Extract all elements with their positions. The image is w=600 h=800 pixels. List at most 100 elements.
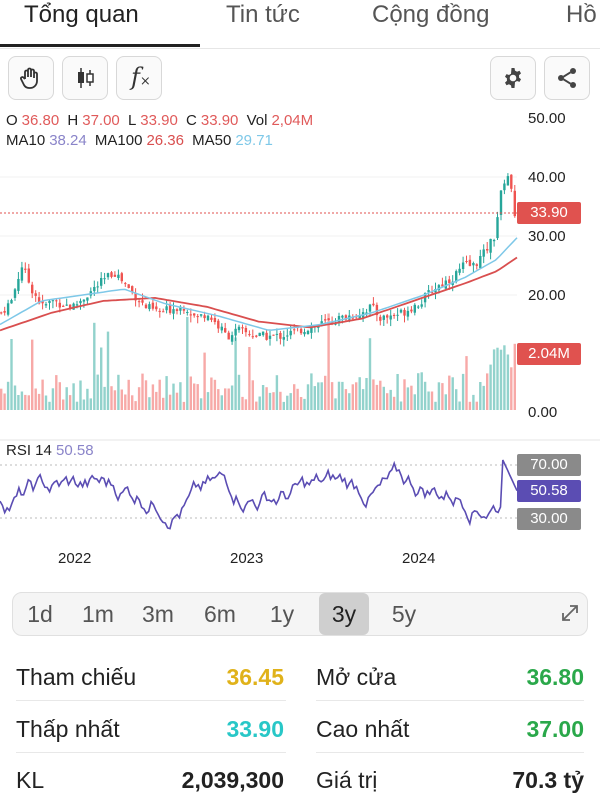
volume-bar xyxy=(348,393,351,410)
candle-body xyxy=(144,304,148,308)
ma100-label: MA100 xyxy=(94,132,143,149)
close-label: C xyxy=(186,112,197,129)
chart-type-button[interactable] xyxy=(62,56,108,100)
lowest-value: 33.90 xyxy=(226,716,284,742)
volume-value: 2,04M xyxy=(271,112,314,129)
divider xyxy=(16,700,286,701)
volume-bar xyxy=(506,354,510,410)
volume-bar xyxy=(444,394,447,410)
settings-button[interactable] xyxy=(490,56,536,100)
tab-news[interactable]: Tin tức xyxy=(226,1,300,28)
candle-body xyxy=(148,304,151,310)
high-value: 37.00 xyxy=(82,112,120,129)
indicators-button[interactable]: f× xyxy=(116,56,162,100)
tab-overview[interactable]: Tổng quan xyxy=(24,1,139,28)
candle-body xyxy=(299,328,303,334)
volume-bar xyxy=(382,386,385,410)
candle-body xyxy=(330,322,334,324)
yaxis-30: 30.00 xyxy=(528,228,566,245)
volume-bar xyxy=(479,382,482,410)
volume-bar xyxy=(165,376,168,410)
candle-body xyxy=(296,327,299,329)
expand-icon[interactable] xyxy=(558,601,582,625)
volume-bar xyxy=(299,397,303,410)
candle-body xyxy=(372,303,375,306)
candle-body xyxy=(399,309,403,313)
candle-body xyxy=(499,190,503,215)
lowest-label: Thấp nhất xyxy=(16,716,120,742)
volume-bar xyxy=(189,376,192,410)
candle-body xyxy=(6,303,10,315)
volume-bar xyxy=(341,381,344,410)
highest-value: 37.00 xyxy=(526,716,584,742)
candle-body xyxy=(79,300,82,304)
volume-bar xyxy=(148,397,151,410)
volume-bar xyxy=(24,394,27,410)
candle-body xyxy=(461,262,465,269)
volume-bar xyxy=(441,383,444,410)
volume-bar xyxy=(168,394,172,410)
candle-body xyxy=(410,309,413,312)
candle-body xyxy=(151,302,155,309)
period-3y[interactable]: 3y xyxy=(319,593,369,635)
volume-bar xyxy=(31,339,34,410)
volume-bar xyxy=(206,392,210,410)
candle-body xyxy=(75,304,79,306)
candle-body xyxy=(344,315,348,320)
period-1y[interactable]: 1y xyxy=(269,601,295,627)
volume-bar xyxy=(241,396,244,410)
volume-stat-value: 2,039,300 xyxy=(181,767,284,793)
candle-body xyxy=(113,274,117,277)
candle-body xyxy=(82,299,86,302)
volume-bar xyxy=(310,373,313,410)
trade-value: 70.3 tỷ xyxy=(512,767,584,793)
share-button[interactable] xyxy=(544,56,590,100)
candle-body xyxy=(306,330,310,334)
candle-body xyxy=(3,311,6,313)
ma-row: MA10 38.24 MA100 26.36 MA50 29.71 xyxy=(6,132,277,149)
open-value: 36.80 xyxy=(21,112,60,129)
period-5y[interactable]: 5y xyxy=(391,601,417,627)
period-3m[interactable]: 3m xyxy=(142,601,174,627)
candle-body xyxy=(261,331,265,336)
candle-body xyxy=(351,317,354,319)
candle-body xyxy=(217,320,220,329)
volume-bar xyxy=(120,389,123,410)
divider xyxy=(16,752,286,753)
volume-bar xyxy=(489,364,492,410)
volume-bar xyxy=(365,378,368,410)
volume-bar xyxy=(227,388,230,410)
candle-body xyxy=(317,325,320,328)
candle-body xyxy=(89,291,92,296)
ma100-value: 26.36 xyxy=(146,132,184,149)
candle-body xyxy=(55,300,58,302)
candle-body xyxy=(455,271,458,282)
candle-body xyxy=(34,293,37,296)
rsi-value: 50.58 xyxy=(56,442,94,459)
volume-bar xyxy=(417,373,420,410)
volume-bar xyxy=(499,349,503,410)
candle-body xyxy=(448,279,451,284)
volume-bar xyxy=(175,392,179,410)
candle-body xyxy=(389,315,392,320)
tab-community[interactable]: Cộng đồng xyxy=(372,1,490,28)
candle-body xyxy=(31,284,34,294)
volume-bar xyxy=(465,356,468,410)
candle-body xyxy=(86,297,89,301)
yaxis-0: 0.00 xyxy=(528,404,558,421)
candle-body xyxy=(172,309,175,314)
period-1m[interactable]: 1m xyxy=(82,601,114,627)
volume-bar xyxy=(79,380,82,410)
candle-body xyxy=(268,335,272,339)
volume-bar xyxy=(44,395,48,410)
candle-body xyxy=(392,315,396,316)
candle-body xyxy=(141,300,144,303)
period-6m[interactable]: 6m xyxy=(204,601,236,627)
volume-bar xyxy=(306,384,310,410)
drawing-tool-button[interactable] xyxy=(8,56,54,100)
ohlc-row: O 36.80 H 37.00 L 33.90 C 33.90 Vol 2,04M xyxy=(6,112,317,129)
volume-bar xyxy=(324,375,327,410)
tab-profile[interactable]: Hồ xyxy=(566,1,597,28)
period-1d[interactable]: 1d xyxy=(27,601,53,627)
candle-body xyxy=(182,309,186,311)
